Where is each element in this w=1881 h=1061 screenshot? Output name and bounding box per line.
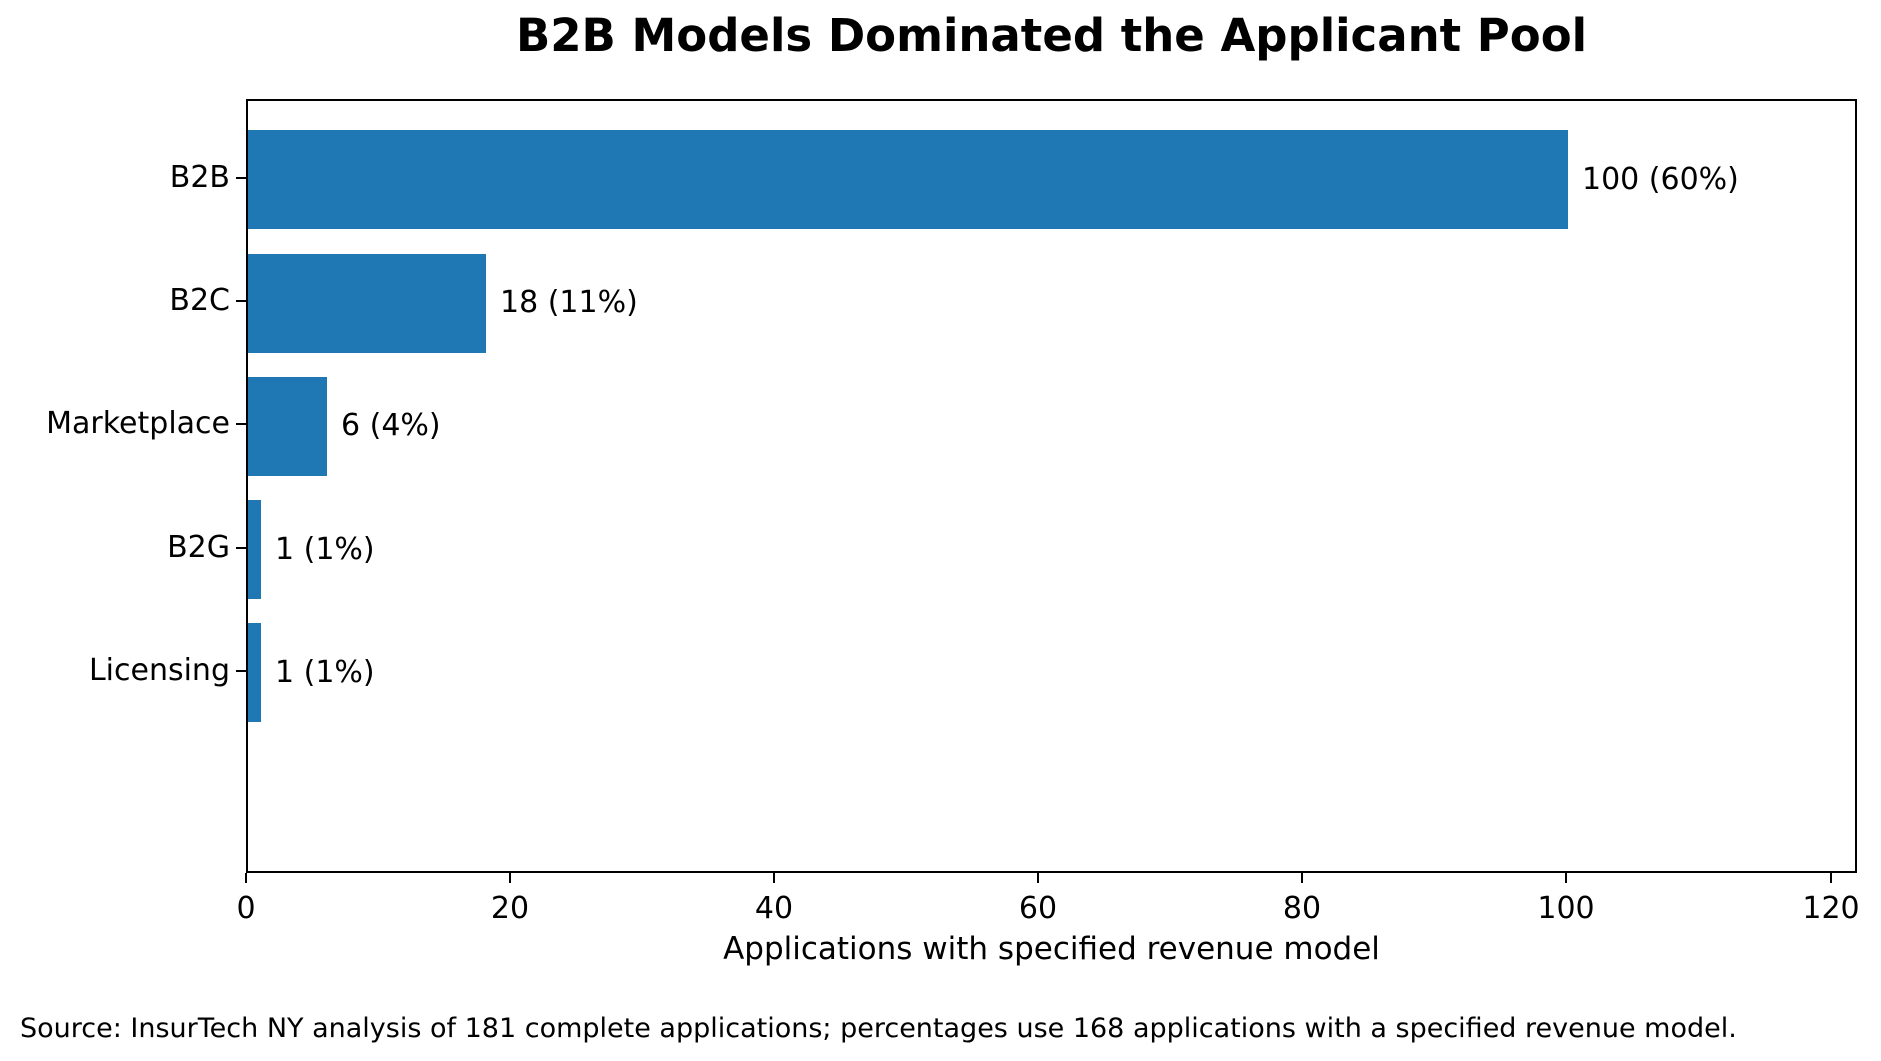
category-label-b2c: B2C [169,283,230,318]
category-label-licensing: Licensing [88,653,230,688]
x-axis-label: Applications with specified revenue mode… [723,931,1380,967]
bar-b2c [248,254,486,353]
y-axis-tick [236,670,246,672]
source-note: Source: InsurTech NY analysis of 181 com… [20,1013,1737,1044]
x-axis-tick [509,873,511,883]
bar-licensing [248,623,261,722]
bar-value-label: 1 (1%) [275,532,375,567]
bar-b2b [248,130,1568,229]
x-axis-tick [773,873,775,883]
bar-b2g [248,500,261,599]
y-axis-tick [236,547,246,549]
bar-marketplace [248,377,327,476]
y-axis-tick [236,300,246,302]
bar-value-label: 6 (4%) [341,408,441,443]
category-label-b2g: B2G [167,530,230,565]
x-tick-label: 80 [1282,891,1322,926]
x-axis-tick [1830,873,1832,883]
category-label-marketplace: Marketplace [46,406,230,441]
x-axis-tick [245,873,247,883]
bar-value-label: 18 (11%) [500,285,638,320]
category-label-b2b: B2B [169,160,230,195]
bar-value-label: 100 (60%) [1582,162,1739,197]
bar-value-label: 1 (1%) [275,655,375,690]
x-axis-tick [1037,873,1039,883]
chart-title: B2B Models Dominated the Applicant Pool [515,9,1588,62]
y-axis-tick [236,423,246,425]
x-tick-label: 100 [1537,891,1595,926]
x-axis-tick [1565,873,1567,883]
x-tick-label: 120 [1802,891,1860,926]
y-axis-tick [236,177,246,179]
plot-area: 100 (60%) 18 (11%) 6 (4%) 1 (1%) 1 (1%) [246,99,1857,873]
x-tick-label: 0 [236,891,256,926]
x-tick-label: 40 [754,891,794,926]
x-axis-tick [1301,873,1303,883]
x-tick-label: 60 [1018,891,1058,926]
x-tick-label: 20 [490,891,530,926]
